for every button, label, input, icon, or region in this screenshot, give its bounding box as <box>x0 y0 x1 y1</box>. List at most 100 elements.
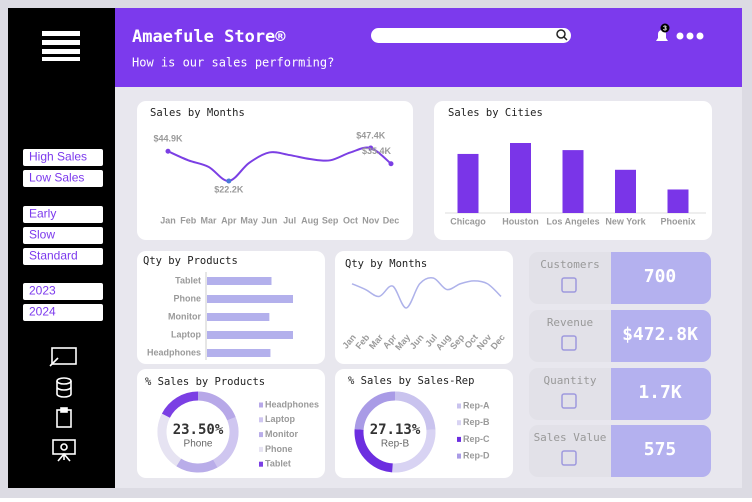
kpi-label: Quantity <box>544 374 597 387</box>
kpi-icon <box>561 277 577 293</box>
filter-label[interactable]: 2023 <box>29 284 56 298</box>
legend-label: Headphones <box>265 399 319 409</box>
bar <box>615 169 636 213</box>
kpi-value-box <box>611 252 711 304</box>
filter-button[interactable] <box>23 248 103 265</box>
store-subtitle: How is our sales performing? <box>132 56 334 70</box>
point <box>368 145 374 151</box>
donut-slice <box>161 391 199 418</box>
legend-label: Laptop <box>265 414 295 424</box>
more-icon[interactable] <box>676 32 704 40</box>
card <box>335 251 513 364</box>
donut-slice <box>157 413 182 467</box>
line <box>351 277 502 309</box>
x-tick-label: Feb <box>180 215 197 225</box>
x-tick-label: Jul <box>283 215 296 225</box>
bar <box>510 143 531 213</box>
filter-label[interactable]: Standard <box>29 249 78 263</box>
donut-slice <box>392 429 436 473</box>
kpi-value-box <box>611 425 711 477</box>
kpi-label: Revenue <box>547 316 593 329</box>
bar <box>207 349 271 357</box>
legend-swatch <box>457 420 461 426</box>
filter-button[interactable] <box>23 149 103 166</box>
kpi-value-box <box>611 368 623 420</box>
kpi-icon <box>561 335 577 351</box>
donut-slice <box>176 458 218 473</box>
y-tick-label: Laptop <box>171 329 201 339</box>
store-title: Amaefule Store® <box>132 27 286 47</box>
kpi-value: 575 <box>644 439 677 460</box>
card-title: % Sales by Products <box>145 376 265 388</box>
card-title: Qty by Products <box>143 255 238 267</box>
point <box>165 148 171 154</box>
badge <box>660 23 670 33</box>
donut-slice <box>354 429 394 473</box>
card <box>137 101 413 240</box>
center-value: 23.50% <box>173 422 224 438</box>
legend-swatch <box>259 461 263 467</box>
card-title: Sales by Cities <box>448 107 543 119</box>
kpi-value-box <box>611 425 623 477</box>
legend-label: Phone <box>265 444 293 454</box>
center-label: Phone <box>184 439 213 450</box>
legend-label: Rep-D <box>463 450 490 460</box>
legend-label: Rep-B <box>463 417 490 427</box>
x-tick-label: Apr <box>221 215 237 225</box>
bar <box>457 153 479 213</box>
filter-label[interactable]: Low Sales <box>29 171 84 185</box>
data-label: $35.4K <box>362 146 392 156</box>
legend-label: Rep-A <box>463 400 490 410</box>
point <box>388 161 394 167</box>
menu-icon[interactable] <box>42 31 80 61</box>
legend-label: Rep-C <box>463 434 490 444</box>
filter-button[interactable] <box>23 283 103 300</box>
kpi-icon <box>561 450 577 466</box>
x-tick-label: Houston <box>502 216 539 226</box>
kpi-value-box <box>611 310 711 362</box>
search-icon[interactable] <box>556 29 568 41</box>
kpi-label: Customers <box>540 258 600 271</box>
card-title: Sales by Months <box>150 107 245 119</box>
y-tick-label: Tablet <box>175 275 201 285</box>
legend-label: Tablet <box>265 459 291 469</box>
data-label: $22.2K <box>214 184 244 194</box>
x-tick-label: Mar <box>201 215 218 225</box>
bar <box>207 331 293 339</box>
filter-label[interactable]: High Sales <box>29 150 87 164</box>
donut-slice <box>197 391 236 421</box>
filter-button[interactable] <box>23 227 103 244</box>
x-tick-label: Phoenix <box>660 216 695 226</box>
center-label: Rep-B <box>381 439 410 450</box>
legend-swatch <box>259 402 263 408</box>
filter-button[interactable] <box>23 206 103 223</box>
filter-label[interactable]: Early <box>29 207 56 221</box>
x-tick-label: Los Angeles <box>546 216 599 226</box>
legend-swatch <box>259 417 263 423</box>
kpi-value-box <box>611 252 623 304</box>
nav-icons[interactable] <box>49 347 77 462</box>
donut-slice <box>354 391 396 431</box>
bar <box>667 189 689 213</box>
x-tick-label: Chicago <box>450 216 486 226</box>
center-value: 27.13% <box>370 422 421 438</box>
filter-label[interactable]: Slow <box>29 228 55 242</box>
bell-icon[interactable] <box>656 30 668 41</box>
filter-button[interactable] <box>23 170 103 187</box>
legend-label: Monitor <box>265 429 298 439</box>
search-bar[interactable] <box>371 28 571 43</box>
kpi-value-box <box>611 310 623 362</box>
bar <box>207 313 270 321</box>
bar <box>562 150 584 213</box>
filter-label[interactable]: 2024 <box>29 305 56 319</box>
donut-slice <box>212 417 239 468</box>
x-tick-label: Sep <box>322 215 339 225</box>
legend-swatch <box>457 453 461 459</box>
header <box>115 8 742 87</box>
filter-button[interactable] <box>23 304 103 321</box>
kpi-label: Sales Value <box>534 431 607 444</box>
x-tick-label: Dec <box>383 215 400 225</box>
x-tick-label: Jan <box>160 215 176 225</box>
